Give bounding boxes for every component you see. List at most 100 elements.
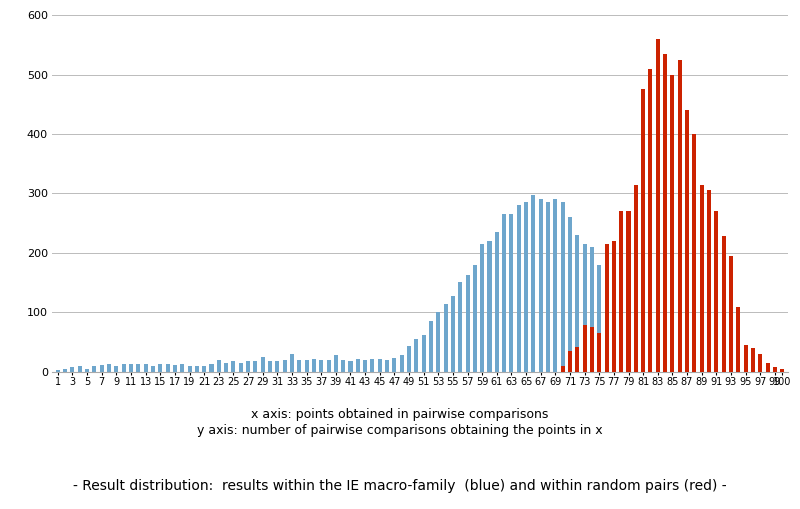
Bar [114, 365, 118, 372]
Bar [656, 312, 660, 372]
Bar [238, 362, 242, 372]
Bar [598, 265, 602, 372]
Bar [158, 364, 162, 372]
Bar [531, 195, 535, 372]
Bar [700, 185, 704, 372]
Bar [707, 365, 711, 372]
Bar [407, 346, 411, 372]
Bar [626, 289, 630, 372]
Bar [282, 360, 286, 372]
Bar [619, 211, 623, 372]
Bar [714, 369, 718, 372]
Bar [93, 366, 97, 372]
Bar [634, 185, 638, 372]
Bar [458, 282, 462, 372]
Bar [268, 361, 272, 372]
Bar [70, 367, 74, 372]
Bar [85, 369, 89, 372]
Bar [334, 355, 338, 372]
Bar [568, 217, 572, 372]
Bar [261, 357, 265, 372]
Bar [202, 365, 206, 372]
Bar [773, 367, 777, 372]
Bar [641, 90, 645, 372]
Bar [598, 333, 602, 372]
Bar [743, 345, 747, 372]
Bar [670, 75, 674, 372]
Bar [692, 134, 696, 372]
Bar [517, 205, 521, 372]
Bar [136, 364, 140, 372]
Bar [707, 190, 711, 372]
Bar [487, 241, 491, 372]
Bar [510, 214, 514, 372]
Bar [480, 244, 484, 372]
Bar [56, 370, 60, 372]
Bar [582, 244, 586, 372]
Bar [685, 110, 689, 372]
Bar [502, 214, 506, 372]
Bar [722, 236, 726, 372]
Bar [685, 357, 689, 372]
Bar [151, 365, 155, 372]
Bar [663, 339, 667, 372]
Bar [173, 365, 177, 372]
Bar [700, 362, 704, 372]
Bar [166, 364, 170, 372]
Bar [341, 360, 345, 372]
Bar [663, 54, 667, 372]
Bar [605, 268, 609, 372]
Bar [736, 307, 740, 372]
Bar [736, 371, 740, 372]
Bar [692, 361, 696, 372]
Bar [414, 339, 418, 372]
Bar [180, 364, 184, 372]
Bar [561, 202, 565, 372]
Bar [590, 247, 594, 372]
Bar [422, 335, 426, 372]
Bar [400, 355, 404, 372]
Bar [538, 200, 542, 372]
Bar [195, 366, 199, 372]
Bar [524, 202, 528, 372]
Bar [722, 370, 726, 372]
Bar [678, 355, 682, 372]
Bar [495, 232, 499, 372]
Bar [326, 360, 330, 372]
Bar [78, 366, 82, 372]
Bar [246, 361, 250, 372]
Bar [210, 364, 214, 372]
Bar [429, 321, 433, 372]
Bar [575, 235, 579, 372]
Bar [729, 256, 733, 372]
Bar [612, 279, 616, 372]
Bar [129, 364, 133, 372]
Bar [392, 358, 397, 372]
Bar [187, 365, 191, 372]
Bar [641, 300, 645, 372]
Bar [605, 244, 609, 372]
Bar [231, 361, 235, 372]
Bar [144, 364, 148, 372]
Bar [766, 362, 770, 372]
Text: x axis: points obtained in pairwise comparisons: x axis: points obtained in pairwise comp… [251, 408, 549, 421]
Bar [590, 327, 594, 372]
Bar [385, 360, 389, 372]
Bar [634, 294, 638, 372]
Bar [758, 354, 762, 372]
Bar [305, 360, 309, 372]
Bar [298, 360, 302, 372]
Bar [568, 351, 572, 372]
Bar [363, 360, 367, 372]
Text: - Result distribution:  results within the IE macro-family  (blue) and within ra: - Result distribution: results within th… [73, 479, 727, 493]
Bar [582, 325, 586, 372]
Bar [217, 360, 221, 372]
Bar [780, 369, 784, 372]
Bar [612, 241, 616, 372]
Bar [678, 60, 682, 372]
Bar [751, 371, 755, 372]
Bar [356, 358, 360, 372]
Bar [224, 363, 228, 372]
Bar [349, 361, 353, 372]
Bar [619, 286, 623, 372]
